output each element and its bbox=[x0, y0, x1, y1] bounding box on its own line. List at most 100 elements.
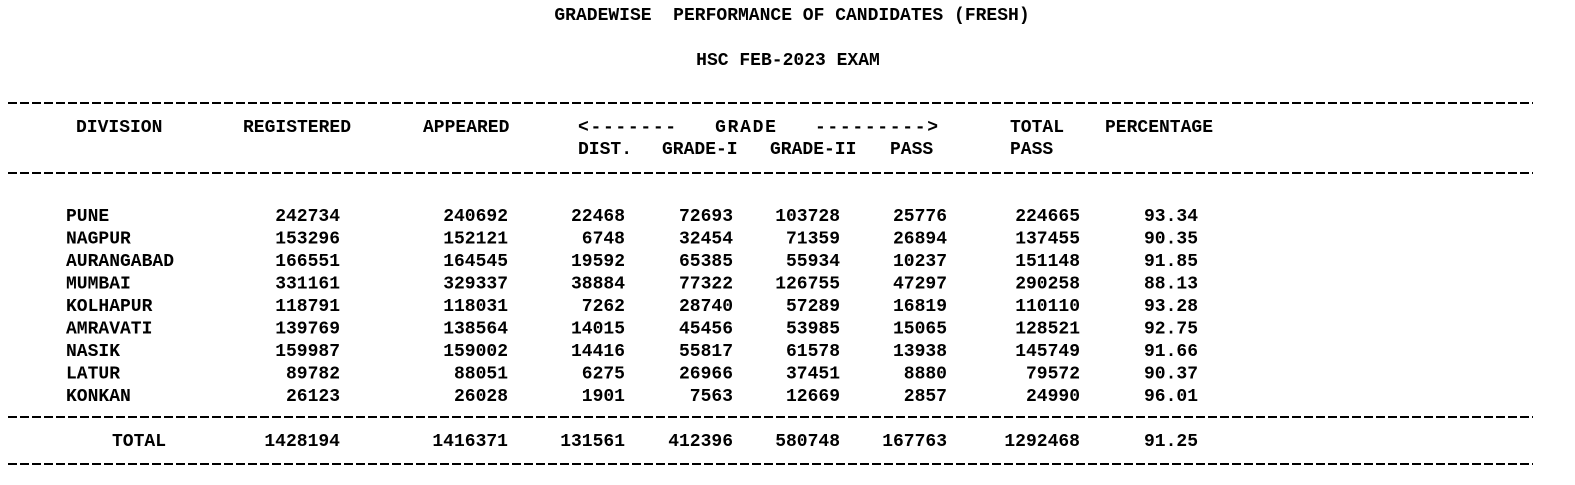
cell: 55817 bbox=[679, 342, 733, 362]
division: TOTAL bbox=[112, 432, 166, 452]
cell: 164545 bbox=[443, 252, 508, 272]
division: AMRAVATI bbox=[66, 319, 152, 339]
cell: 91.85 bbox=[1144, 252, 1198, 272]
cell: 1428194 bbox=[264, 432, 340, 452]
cell: 16819 bbox=[893, 297, 947, 317]
cell: 88051 bbox=[454, 364, 508, 384]
cell: 47297 bbox=[893, 274, 947, 294]
division: MUMBAI bbox=[66, 274, 131, 294]
subtitle: HSC FEB-2023 EXAM bbox=[696, 51, 880, 71]
cell: 131561 bbox=[560, 432, 625, 452]
cell: 145749 bbox=[1015, 342, 1080, 362]
cell: 24990 bbox=[1026, 387, 1080, 407]
cell: 22468 bbox=[571, 207, 625, 227]
cell: 14015 bbox=[571, 319, 625, 339]
header: PASS bbox=[1010, 140, 1053, 160]
cell: 1901 bbox=[582, 387, 625, 407]
cell: 12669 bbox=[786, 387, 840, 407]
title: GRADEWISE PERFORMANCE OF CANDIDATES (FRE… bbox=[554, 6, 1029, 26]
cell: 159002 bbox=[443, 342, 508, 362]
cell: 14416 bbox=[571, 342, 625, 362]
cell: 61578 bbox=[786, 342, 840, 362]
cell: 25776 bbox=[893, 207, 947, 227]
cell: 412396 bbox=[668, 432, 733, 452]
cell: 57289 bbox=[786, 297, 840, 317]
cell: 13938 bbox=[893, 342, 947, 362]
cell: 45456 bbox=[679, 319, 733, 339]
cell: 1292468 bbox=[1004, 432, 1080, 452]
cell: 93.28 bbox=[1144, 297, 1198, 317]
cell: 118031 bbox=[443, 297, 508, 317]
cell: 224665 bbox=[1015, 207, 1080, 227]
cell: 92.75 bbox=[1144, 319, 1198, 339]
cell: 331161 bbox=[275, 274, 340, 294]
cell: 159987 bbox=[275, 342, 340, 362]
cell: 32454 bbox=[679, 229, 733, 249]
cell: 103728 bbox=[775, 207, 840, 227]
cell: 38884 bbox=[571, 274, 625, 294]
cell: 19592 bbox=[571, 252, 625, 272]
header: TOTAL bbox=[1010, 118, 1064, 138]
header: DIVISION bbox=[76, 118, 162, 138]
cell: 77322 bbox=[679, 274, 733, 294]
cell: 15065 bbox=[893, 319, 947, 339]
cell: 151148 bbox=[1015, 252, 1080, 272]
division: KONKAN bbox=[66, 387, 131, 407]
cell: 242734 bbox=[275, 207, 340, 227]
cell: 8880 bbox=[904, 364, 947, 384]
cell: 137455 bbox=[1015, 229, 1080, 249]
cell: 7563 bbox=[690, 387, 733, 407]
cell: 37451 bbox=[786, 364, 840, 384]
cell: 26966 bbox=[679, 364, 733, 384]
cell: 167763 bbox=[882, 432, 947, 452]
cell: 53985 bbox=[786, 319, 840, 339]
cell: 7262 bbox=[582, 297, 625, 317]
cell: 152121 bbox=[443, 229, 508, 249]
cell: 2857 bbox=[904, 387, 947, 407]
division: AURANGABAD bbox=[66, 252, 174, 272]
division: KOLHAPUR bbox=[66, 297, 153, 317]
cell: 90.37 bbox=[1144, 364, 1198, 384]
cell: 88.13 bbox=[1144, 274, 1198, 294]
header: DIST. bbox=[578, 140, 632, 160]
division: NASIK bbox=[66, 342, 120, 362]
header: GRADE-I bbox=[662, 140, 738, 160]
division: PUNE bbox=[66, 207, 109, 227]
division: LATUR bbox=[66, 364, 120, 384]
division: NAGPUR bbox=[66, 229, 131, 249]
cell: 91.66 bbox=[1144, 342, 1198, 362]
cell: 93.34 bbox=[1144, 207, 1198, 227]
header: PASS bbox=[890, 140, 933, 160]
cell: 28740 bbox=[679, 297, 733, 317]
cell: 126755 bbox=[775, 274, 840, 294]
cell: 10237 bbox=[893, 252, 947, 272]
cell: 153296 bbox=[275, 229, 340, 249]
cell: 6748 bbox=[582, 229, 625, 249]
cell: 71359 bbox=[786, 229, 840, 249]
cell: 128521 bbox=[1015, 319, 1080, 339]
header: <------- GRADE ---------> bbox=[578, 118, 938, 138]
cell: 72693 bbox=[679, 207, 733, 227]
cell: 166551 bbox=[275, 252, 340, 272]
cell: 26894 bbox=[893, 229, 947, 249]
cell: 26123 bbox=[286, 387, 340, 407]
cell: 110110 bbox=[1015, 297, 1080, 317]
header: REGISTERED bbox=[243, 118, 351, 138]
cell: 240692 bbox=[443, 207, 508, 227]
cell: 65385 bbox=[679, 252, 733, 272]
cell: 55934 bbox=[786, 252, 840, 272]
header: APPEARED bbox=[423, 118, 510, 138]
header: PERCENTAGE bbox=[1105, 118, 1213, 138]
header: GRADE-II bbox=[770, 140, 856, 160]
cell: 139769 bbox=[275, 319, 340, 339]
cell: 1416371 bbox=[432, 432, 508, 452]
cell: 26028 bbox=[454, 387, 508, 407]
cell: 290258 bbox=[1015, 274, 1080, 294]
cell: 79572 bbox=[1026, 364, 1080, 384]
cell: 6275 bbox=[582, 364, 625, 384]
cell: 118791 bbox=[275, 297, 340, 317]
cell: 138564 bbox=[443, 319, 508, 339]
cell: 89782 bbox=[286, 364, 340, 384]
cell: 96.01 bbox=[1144, 387, 1198, 407]
